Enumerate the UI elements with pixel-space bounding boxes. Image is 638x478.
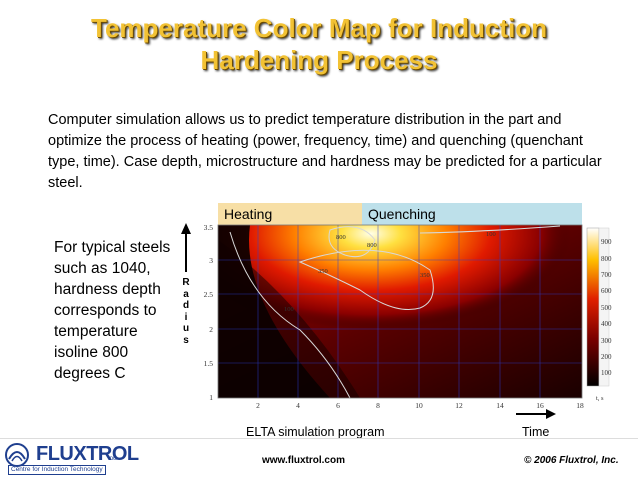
radius-letter: i (184, 311, 188, 323)
colorbar-tick: 900 (601, 238, 612, 246)
x-tick: 12 (455, 401, 463, 410)
brand-name: FLUXTROL (36, 443, 139, 465)
x-tick: 8 (376, 401, 380, 410)
radius-arrow-icon (181, 223, 191, 272)
colorbar (586, 227, 600, 387)
y-tick: 2 (209, 325, 213, 334)
quenching-phase-label: Quenching (362, 203, 582, 225)
colorbar-tick: 400 (601, 320, 612, 328)
isoline-350 (298, 249, 434, 311)
colorbar-tick: 300 (601, 337, 612, 345)
simulation-caption: ELTA simulation program (246, 425, 385, 439)
y-tick: 1 (209, 393, 213, 402)
footer-divider (0, 438, 638, 439)
colorbar-tick: 500 (601, 304, 612, 312)
radius-letter: d (182, 300, 190, 311)
isoline-label-100: 100 (486, 231, 496, 238)
isoline-label-350: 350 (420, 272, 430, 279)
colorbar-tick: 800 (601, 255, 612, 263)
x-tick: 4 (296, 401, 300, 410)
copyright: © 2006 Fluxtrol, Inc. (524, 455, 619, 466)
x-tick: 16 (536, 401, 544, 410)
colorbar-tick: 700 (601, 271, 612, 279)
y-tick: 2.5 (204, 290, 214, 299)
website-url[interactable]: www.fluxtrol.com (262, 455, 345, 466)
time-arrow-icon (516, 409, 556, 419)
x-tick: 10 (415, 401, 423, 410)
isoline-100-top (419, 225, 561, 234)
y-tick: 3.5 (204, 223, 214, 232)
heating-phase-label: Heating (218, 203, 362, 225)
radius-letter: u (182, 323, 190, 334)
isoline-label-350: 350 (318, 268, 328, 275)
title-line-1: Temperature Color Map for Induction (91, 13, 547, 43)
radius-letter: R (182, 277, 190, 288)
isoline-800 (328, 226, 376, 258)
radius-letter: s (183, 334, 189, 346)
y-tick: 1.5 (204, 359, 214, 368)
x-tick: 2 (256, 401, 260, 410)
fluxtrol-logo-icon (5, 443, 29, 467)
page-title: Temperature Color Map for Induction Hard… (0, 12, 638, 76)
x-tick: 14 (496, 401, 504, 410)
radius-axis-label: R a d i u s (181, 277, 191, 346)
intro-paragraph: Computer simulation allows us to predict… (48, 112, 602, 191)
colorbar-tick: 100 (601, 369, 612, 377)
x-axis-unit: t, s (596, 395, 604, 402)
brand-tagline: Centre for Induction Technology (8, 465, 106, 475)
brand-suffix: Inc. (108, 456, 118, 462)
isoline-label-800: 800 (336, 234, 346, 241)
grid (218, 225, 582, 398)
y-tick: 3 (209, 256, 213, 265)
x-tick: 18 (576, 401, 584, 410)
time-caption: Time (522, 425, 550, 439)
colorbar-tick: 600 (601, 287, 612, 295)
title-line-2: Hardening Process (200, 45, 438, 75)
side-note: For typical steels such as 1040, hardnes… (54, 239, 171, 382)
x-tick: 6 (336, 401, 340, 410)
colorbar-tick: 200 (601, 353, 612, 361)
isoline-label-800: 800 (367, 242, 377, 249)
isoline-label-100: 100 (284, 306, 294, 313)
isoline-100-left (229, 231, 351, 399)
radius-letter: a (183, 288, 189, 300)
